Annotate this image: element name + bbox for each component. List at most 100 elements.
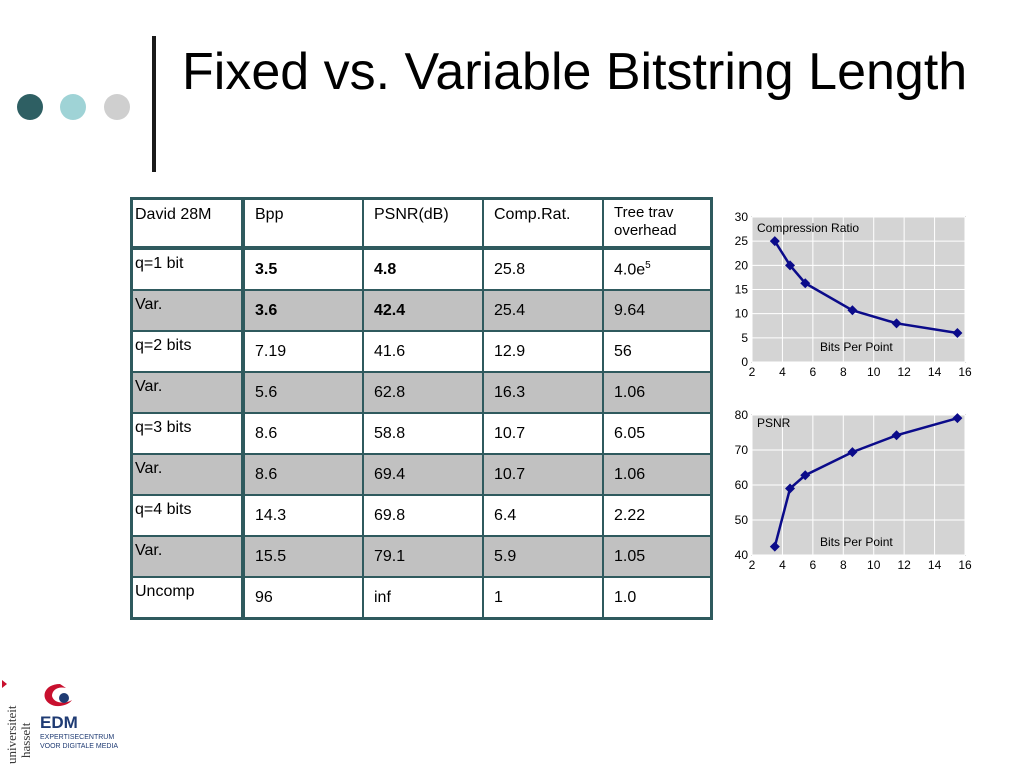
row-label-cell: q=2 bits: [130, 330, 245, 373]
row-label-cell: Var.: [130, 453, 245, 496]
university-logo-graphic: universiteit hasselt EDM EXPERTISECENTRU…: [2, 680, 118, 764]
x-tick-label: 12: [897, 365, 911, 379]
table-row: q=2 bits 7.19 41.6 12.9 56: [130, 330, 713, 373]
table-cell: 2.22: [602, 494, 713, 537]
table-cell: 16.3: [482, 371, 604, 414]
x-tick-label: 6: [810, 365, 817, 379]
results-table: David 28M Bpp PSNR(dB) Comp.Rat. Tree tr…: [130, 197, 713, 620]
chart-title: PSNR: [757, 416, 791, 430]
table-row: Var. 8.6 69.4 10.7 1.06: [130, 453, 713, 496]
table-cell: 79.1: [362, 535, 484, 578]
plot-area: [751, 414, 966, 556]
y-tick-label: 15: [735, 283, 749, 297]
table-cell: 9.64: [602, 289, 713, 332]
logo-brand-text: EDM: [40, 713, 78, 732]
table-cell: 5.6: [242, 371, 364, 414]
table-cell: 25.8: [482, 247, 604, 291]
table-cell: 1.06: [602, 371, 713, 414]
row-label-cell: Var.: [130, 371, 245, 414]
y-tick-label: 60: [735, 478, 749, 492]
x-tick-label: 16: [958, 365, 972, 379]
data-point: [785, 483, 796, 494]
x-tick-label: 12: [897, 558, 911, 572]
logo-city-text: hasselt: [18, 722, 33, 758]
table-cell: 4.8: [362, 247, 484, 291]
table-cell: 12.9: [482, 330, 604, 373]
y-tick-label: 20: [735, 258, 749, 272]
table-row: Var. 5.6 62.8 16.3 1.06: [130, 371, 713, 414]
title-divider: [152, 36, 156, 172]
table-cell: 41.6: [362, 330, 484, 373]
x-tick-label: 16: [958, 558, 972, 572]
data-point: [952, 413, 963, 424]
y-tick-label: 80: [735, 408, 749, 422]
series-line: [773, 240, 958, 335]
data-point: [847, 305, 858, 316]
table-cell: 42.4: [362, 289, 484, 332]
table-cell: 62.8: [362, 371, 484, 414]
x-tick-label: 2: [749, 558, 756, 572]
table-cell: 58.8: [362, 412, 484, 455]
y-tick-label: 50: [735, 513, 749, 527]
x-tick-label: 6: [810, 558, 817, 572]
table-row: Uncomp 96 inf 1 1.0: [130, 576, 713, 620]
table-cell: 1.06: [602, 453, 713, 496]
table-cell: inf: [362, 576, 484, 620]
table-cell: 15.5: [242, 535, 364, 578]
table-cell: 8.6: [242, 453, 364, 496]
table-cell: 6.4: [482, 494, 604, 537]
table-cell: 1.05: [602, 535, 713, 578]
table-header-row: David 28M Bpp PSNR(dB) Comp.Rat. Tree tr…: [130, 197, 713, 250]
data-point: [952, 328, 963, 338]
header-cell: Bpp: [242, 197, 364, 250]
x-tick-label: 10: [867, 365, 881, 379]
slide-title: Fixed vs. Variable Bitstring Length: [182, 43, 968, 101]
psnr-plot: 2 4 6 8 10 12 14 16 40 50 60 70 80 PSNR Bits Per Point: [735, 408, 972, 572]
logo-swoosh-icon: [44, 684, 72, 707]
data-point: [785, 260, 796, 271]
table-cell: 96: [242, 576, 364, 620]
table-row: Var. 15.5 79.1 5.9 1.05: [130, 535, 713, 578]
plot-area: [751, 216, 966, 363]
table-cell-text: 4.0e: [614, 261, 646, 279]
x-axis-label: Bits Per Point: [820, 535, 893, 549]
x-tick-label: 4: [779, 558, 786, 572]
table-row: Var. 3.6 42.4 25.4 9.64: [130, 289, 713, 332]
header-cell: Comp.Rat.: [482, 197, 604, 250]
table-row: q=4 bits 14.3 69.8 6.4 2.22: [130, 494, 713, 537]
university-logo: universiteit hasselt EDM EXPERTISECENTRU…: [0, 676, 120, 768]
table-cell: 6.05: [602, 412, 713, 455]
table-cell: 4.0e5: [602, 247, 713, 291]
row-label-cell: q=1 bit: [130, 247, 245, 291]
x-axis-label: Bits Per Point: [820, 340, 893, 354]
series-line: [773, 416, 958, 547]
y-tick-label: 30: [735, 210, 749, 224]
table-cell: 1: [482, 576, 604, 620]
logo-line1-text: EXPERTISECENTRUM: [40, 734, 114, 741]
data-point: [891, 430, 902, 441]
row-label-cell: Var.: [130, 535, 245, 578]
x-tick-label: 10: [867, 558, 881, 572]
x-tick-label: 8: [840, 365, 847, 379]
table-cell: 10.7: [482, 453, 604, 496]
logo-circle-icon: [59, 693, 69, 703]
x-tick-label: 14: [928, 558, 942, 572]
table-cell: 69.4: [362, 453, 484, 496]
data-point: [891, 318, 902, 329]
header-cell: David 28M: [130, 197, 245, 250]
logo-line2-text: VOOR DIGITALE MEDIA: [40, 743, 118, 750]
data-point: [769, 236, 780, 247]
row-label-cell: Var.: [130, 289, 245, 332]
table-row: q=1 bit 3.5 4.8 25.8 4.0e5: [130, 247, 713, 291]
table-cell: 69.8: [362, 494, 484, 537]
table-cell-superscript: 5: [645, 259, 651, 271]
table-cell: 10.7: [482, 412, 604, 455]
chart-title: Compression Ratio: [757, 221, 859, 235]
x-tick-label: 8: [840, 558, 847, 572]
table-cell: 3.6: [242, 289, 364, 332]
x-tick-label: 2: [749, 365, 756, 379]
row-label-cell: q=3 bits: [130, 412, 245, 455]
logo-triangle-icon: [2, 680, 7, 688]
compression-ratio-plot: 2 4 6 8 10 12 14 16 0 5 10 15 20 25 30 Compression Rati…: [735, 210, 972, 379]
y-tick-label: 25: [735, 234, 749, 248]
